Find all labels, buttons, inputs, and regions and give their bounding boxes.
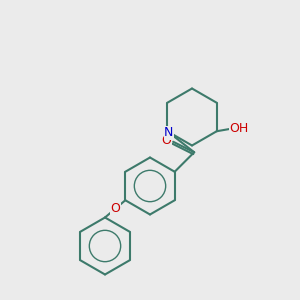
Text: O: O xyxy=(162,134,172,147)
Text: O: O xyxy=(110,202,120,215)
Text: N: N xyxy=(164,126,173,139)
Text: OH: OH xyxy=(230,122,249,135)
